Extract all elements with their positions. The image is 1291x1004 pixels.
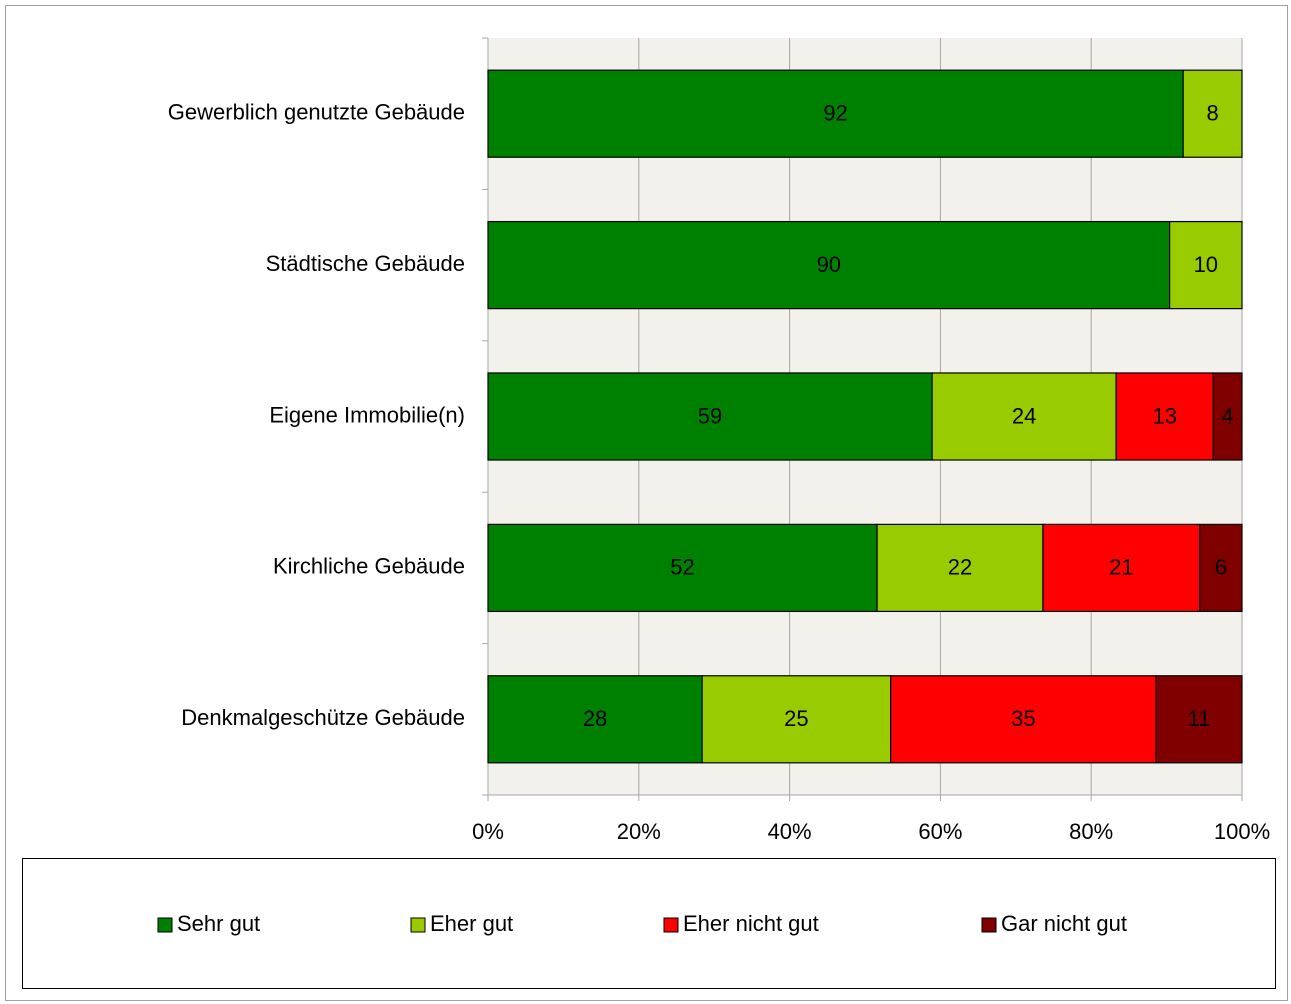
data-label: 28 [583, 706, 607, 731]
data-label: 11 [1188, 706, 1211, 731]
bar-segment [487, 675, 703, 764]
data-label: 22 [948, 555, 972, 580]
bar-segment [876, 523, 1044, 613]
bar-segment [487, 372, 933, 461]
legend-label: Gar nicht gut [1001, 911, 1127, 936]
data-label: 8 [1206, 101, 1218, 126]
data-label: 92 [823, 101, 847, 126]
bar-segment [1115, 372, 1214, 461]
bar-segment [487, 220, 1171, 310]
x-tick-label: 0% [472, 819, 504, 844]
legend-marker [157, 917, 173, 933]
x-tick-label: 40% [768, 819, 812, 844]
y-tick-label: Kirchliche Gebäude [273, 554, 465, 579]
legend-marker [981, 917, 997, 933]
bar-segment [701, 675, 892, 764]
y-tick-label: Eigene Immobilie(n) [269, 402, 465, 427]
data-label: 59 [698, 403, 722, 428]
bar-segment [1155, 675, 1243, 764]
bar-segment [1199, 523, 1243, 613]
legend-label: Eher gut [430, 911, 513, 936]
bar-segment [1042, 523, 1201, 613]
data-label: 21 [1109, 555, 1133, 580]
bar-segment [890, 675, 1157, 764]
bar-segment [931, 372, 1117, 461]
x-tick-label: 60% [918, 819, 962, 844]
x-tick-label: 20% [617, 819, 661, 844]
data-label: 4 [1222, 403, 1234, 428]
legend-label: Eher nicht gut [683, 911, 819, 936]
bar-segment [1169, 220, 1243, 310]
bar-segment [487, 523, 878, 613]
data-label: 13 [1152, 403, 1176, 428]
y-tick-label: Städtische Gebäude [266, 251, 465, 276]
data-label: 10 [1194, 252, 1218, 277]
x-tick-label: 100% [1214, 819, 1270, 844]
data-label: 6 [1215, 555, 1227, 580]
legend-marker [663, 917, 679, 933]
data-label: 52 [670, 555, 694, 580]
data-label: 90 [817, 252, 841, 277]
legend-box [22, 858, 1276, 989]
bar-segment [1182, 69, 1243, 158]
bar-segment [487, 69, 1184, 158]
x-tick-label: 80% [1069, 819, 1113, 844]
legend-marker [410, 917, 426, 933]
data-label: 24 [1012, 403, 1036, 428]
bar-segment [1212, 372, 1243, 461]
y-tick-label: Gewerblich genutzte Gebäude [168, 100, 465, 125]
data-label: 25 [784, 706, 808, 731]
y-tick-label: Denkmalgeschütze Gebäude [181, 705, 465, 730]
data-label: 35 [1011, 706, 1035, 731]
legend-label: Sehr gut [177, 911, 260, 936]
